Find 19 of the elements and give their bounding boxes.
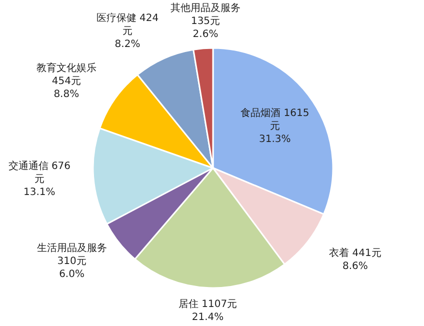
text: 13.1% — [24, 186, 56, 198]
text: 21.4% — [192, 312, 224, 323]
slice-label: 其他用品及服务 — [170, 3, 240, 14]
text: 31.3% — [259, 134, 291, 146]
text: 8.6% — [342, 261, 368, 272]
text: 2.6% — [192, 29, 218, 40]
data-label: 135元 — [190, 16, 220, 27]
slice-label: 医疗保健 424元 — [95, 12, 160, 38]
slice-label: 食品烟酒 1615元 — [240, 107, 310, 134]
slice-label: 居住 1107元 — [177, 298, 238, 311]
text: 6.0% — [59, 269, 84, 280]
data-label: 310元 — [57, 256, 86, 268]
text: 8.8% — [54, 89, 80, 100]
data-label: 454元 — [52, 76, 81, 88]
slice-label: 生活用品及服务 — [36, 243, 107, 254]
text: 8.2% — [114, 38, 140, 50]
slice-label: 交通通信 676元 — [7, 160, 72, 186]
slice-label: 教育文化娱乐 — [36, 63, 96, 74]
slice-label: 衣着 441元 — [328, 247, 382, 260]
